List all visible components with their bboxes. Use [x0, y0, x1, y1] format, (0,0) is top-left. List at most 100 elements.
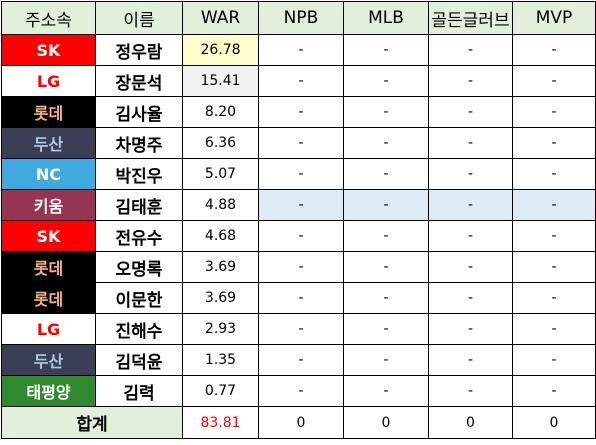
mvp-value: -	[512, 220, 596, 252]
total-npb-value: 0	[258, 406, 344, 439]
npb-value: -	[258, 375, 344, 407]
player-name: 박진우	[95, 158, 183, 190]
total-golden-glove-value: 0	[428, 406, 513, 439]
team-cell: NC	[1, 158, 96, 190]
table-row: LG 장문석 15.41 - - - -	[1, 65, 596, 97]
war-value: 15.41	[182, 65, 259, 97]
war-value: 3.69	[182, 282, 259, 314]
mlb-value: -	[343, 158, 429, 190]
mlb-value: -	[343, 313, 429, 345]
team-cell: SK	[1, 220, 96, 252]
golden-glove-value: -	[428, 34, 513, 66]
team-cell: 태평양	[1, 375, 96, 407]
header-golden-glove: 골든글러브	[428, 1, 513, 35]
golden-glove-value: -	[428, 96, 513, 128]
team-cell: 롯데	[1, 96, 96, 128]
mvp-value: -	[512, 313, 596, 345]
war-value: 6.36	[182, 127, 259, 159]
total-label: 합계	[1, 406, 183, 439]
total-row: 합계 83.81 0 0 0 0	[1, 406, 596, 439]
golden-glove-value: -	[428, 65, 513, 97]
team-cell: 키움	[1, 189, 96, 221]
mlb-value: -	[343, 34, 429, 66]
golden-glove-value: -	[428, 158, 513, 190]
player-name: 김태훈	[95, 189, 183, 221]
total-mlb-value: 0	[343, 406, 429, 439]
header-row: 주소속 이름 WAR NPB MLB 골든글러브 MVP	[1, 1, 596, 35]
player-name: 김덕윤	[95, 344, 183, 376]
team-cell: 롯데	[1, 251, 96, 283]
golden-glove-value: -	[428, 127, 513, 159]
npb-value: -	[258, 313, 344, 345]
team-cell: 롯데	[1, 282, 96, 314]
npb-value: -	[258, 251, 344, 283]
golden-glove-value: -	[428, 282, 513, 314]
table-row: 두산 차명주 6.36 - - - -	[1, 127, 596, 159]
golden-glove-value: -	[428, 189, 513, 221]
mvp-value: -	[512, 65, 596, 97]
player-name: 김력	[95, 375, 183, 407]
npb-value: -	[258, 282, 344, 314]
team-cell: LG	[1, 65, 96, 97]
war-value: 0.77	[182, 375, 259, 407]
team-cell: LG	[1, 313, 96, 345]
golden-glove-value: -	[428, 251, 513, 283]
header-name: 이름	[95, 1, 183, 35]
table-row: 두산 김덕윤 1.35 - - - -	[1, 344, 596, 376]
mvp-value: -	[512, 127, 596, 159]
mvp-value: -	[512, 251, 596, 283]
team-cell: 두산	[1, 127, 96, 159]
npb-value: -	[258, 158, 344, 190]
war-value: 1.35	[182, 344, 259, 376]
mvp-value: -	[512, 158, 596, 190]
mvp-value: -	[512, 189, 596, 221]
table-row: 태평양 김력 0.77 - - - -	[1, 375, 596, 407]
mlb-value: -	[343, 220, 429, 252]
mlb-value: -	[343, 251, 429, 283]
team-cell: 두산	[1, 344, 96, 376]
header-team: 주소속	[1, 1, 96, 35]
player-name: 오명록	[95, 251, 183, 283]
player-name: 차명주	[95, 127, 183, 159]
total-mvp-value: 0	[512, 406, 596, 439]
war-value: 3.69	[182, 251, 259, 283]
player-name: 전유수	[95, 220, 183, 252]
table-row: SK 전유수 4.68 - - - -	[1, 220, 596, 252]
table-row: LG 진해수 2.93 - - - -	[1, 313, 596, 345]
mvp-value: -	[512, 96, 596, 128]
mvp-value: -	[512, 375, 596, 407]
npb-value: -	[258, 220, 344, 252]
npb-value: -	[258, 127, 344, 159]
war-value: 4.88	[182, 189, 259, 221]
mvp-value: -	[512, 344, 596, 376]
mlb-value: -	[343, 127, 429, 159]
table-row: 롯데 김사율 8.20 - - - -	[1, 96, 596, 128]
npb-value: -	[258, 96, 344, 128]
player-name: 진해수	[95, 313, 183, 345]
header-mvp: MVP	[512, 1, 596, 35]
team-cell: SK	[1, 34, 96, 66]
mlb-value: -	[343, 344, 429, 376]
player-name: 이문한	[95, 282, 183, 314]
mlb-value: -	[343, 375, 429, 407]
war-value: 5.07	[182, 158, 259, 190]
golden-glove-value: -	[428, 220, 513, 252]
table-row-highlighted: 키움 김태훈 4.88 - - - -	[1, 189, 596, 221]
war-value: 2.93	[182, 313, 259, 345]
player-name: 김사율	[95, 96, 183, 128]
header-war: WAR	[182, 1, 259, 35]
golden-glove-value: -	[428, 313, 513, 345]
npb-value: -	[258, 189, 344, 221]
table-row: NC 박진우 5.07 - - - -	[1, 158, 596, 190]
table-row: SK 정우람 26.78 - - - -	[1, 34, 596, 66]
mvp-value: -	[512, 282, 596, 314]
npb-value: -	[258, 344, 344, 376]
war-value: 4.68	[182, 220, 259, 252]
golden-glove-value: -	[428, 375, 513, 407]
mvp-value: -	[512, 34, 596, 66]
mlb-value: -	[343, 96, 429, 128]
npb-value: -	[258, 65, 344, 97]
mlb-value: -	[343, 282, 429, 314]
war-value: 8.20	[182, 96, 259, 128]
